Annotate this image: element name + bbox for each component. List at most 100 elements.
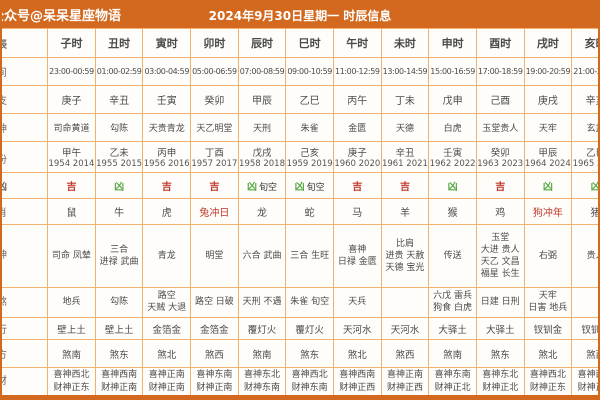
luck-extra: 旬空 xyxy=(259,183,278,193)
years-cell-酉时: 癸卯 1963 2023 xyxy=(475,141,525,173)
year-ganzhi: 乙未 xyxy=(109,148,129,159)
hour-cell-巳时: 巳时 xyxy=(285,28,334,58)
caishen-direction: 财神正东 xyxy=(577,383,600,393)
years-cell-亥时: 乙巳1965 2025 xyxy=(571,141,600,173)
lucky-god-line: 天乙 文昌 xyxy=(480,257,520,267)
xicai-cell-巳时: 喜神西北 财神东南 xyxy=(285,367,334,397)
wuxing-cell-午时: 天河水 xyxy=(332,317,382,340)
caishen-direction: 财神东南 xyxy=(244,383,281,393)
wuxing-cell-未时: 天河水 xyxy=(380,317,430,340)
xishen-direction: 喜神东南 xyxy=(434,370,471,381)
wuxing-cell-巳时: 覆灯火 xyxy=(285,317,334,340)
row-label-text: 生肖 xyxy=(0,204,7,219)
luck-extra: 旬空 xyxy=(306,183,325,193)
years-cell-巳时: 己亥 1959 2019 xyxy=(285,141,334,173)
evil-god-line: 日害 地兵 xyxy=(528,302,568,313)
jishen-cell-丑时: 三合 进禄 武曲 xyxy=(94,224,144,288)
xiongsha-cell-丑时: 勾陈 xyxy=(94,287,144,318)
year-ganzhi: 丙申 xyxy=(157,148,177,159)
time-cell-辰时: 07:00-08:59 xyxy=(237,57,287,86)
ganzhi-cell-卯时: 癸卯 xyxy=(190,85,239,114)
luck-value: 凶 xyxy=(114,182,125,193)
row-label-text: 吉凶 xyxy=(0,178,7,193)
xiongsha-cell-酉时: 日建 日刑 xyxy=(475,287,525,318)
year-numbers: 1963 2023 xyxy=(477,159,524,169)
xiongsha-cell-子时: 地兵 xyxy=(47,287,96,318)
year-ganzhi: 甲午 xyxy=(61,148,81,159)
animal-name: 鸡 xyxy=(495,208,506,219)
jishen-cell-亥时: 贵人 xyxy=(571,224,600,288)
animal-cell-卯时: 兔冲日 xyxy=(190,198,239,225)
luck-cell-亥时: 凶 xyxy=(571,172,600,199)
luck-cell-卯时: 吉 xyxy=(190,172,239,199)
animal-name: 猪 xyxy=(590,208,600,219)
luck-value: 凶 xyxy=(590,182,600,193)
luck-value: 吉 xyxy=(161,182,172,193)
xiongsha-cell-亥时 xyxy=(571,287,600,318)
animal-clash-flag: 冲年 xyxy=(542,208,563,219)
zhishen-cell-寅时: 天贵青龙 xyxy=(142,113,192,142)
jishen-cell-酉时: 玉堂 大进 贵人 天乙 文昌 福星 长生 xyxy=(475,224,525,288)
header-bar: 公众号@呆呆星座物语 2024年9月30日星期一 时辰信息 xyxy=(0,0,600,28)
luck-value: 凶 xyxy=(247,182,258,193)
zhishen-cell-戌时: 天牢 xyxy=(523,113,573,142)
year-numbers: 1960 2020 xyxy=(334,159,381,169)
lucky-god-line: 右弼 xyxy=(538,250,557,261)
animal-cell-未时: 羊 xyxy=(380,198,430,225)
year-ganzhi: 壬寅 xyxy=(443,148,463,159)
year-numbers: 1956 2016 xyxy=(143,159,190,169)
animal-name: 牛 xyxy=(114,208,125,219)
years-cell-子时: 甲午 1954 2014 xyxy=(47,141,96,173)
caishen-direction: 财神正北 xyxy=(434,383,471,393)
luck-cell-辰时: 凶旬空 xyxy=(237,172,287,199)
zhishen-cell-丑时: 勾陈 xyxy=(94,113,144,142)
animal-cell-申时: 猴 xyxy=(428,198,477,225)
lucky-god-line: 三合 生旺 xyxy=(290,250,330,261)
zhishen-cell-申时: 白虎 xyxy=(428,113,477,142)
hour-cell-丑时: 丑时 xyxy=(94,28,144,58)
hour-cell-戌时: 戌时 xyxy=(523,28,573,58)
sha-cell-寅时: 煞北 xyxy=(142,339,192,368)
time-cell-申时: 15:00-16:59 xyxy=(428,57,477,86)
ganzhi-cell-子时: 庚子 xyxy=(47,85,96,114)
hour-cell-酉时: 酉时 xyxy=(475,28,525,58)
ganzhi-cell-辰时: 甲辰 xyxy=(237,85,287,114)
lucky-god-line: 福星 长生 xyxy=(480,269,520,280)
xishen-direction: 喜神东北 xyxy=(482,370,519,381)
xiongsha-cell-卯时: 路空 日破 xyxy=(190,287,239,318)
time-cell-丑时: 01:00-02:59 xyxy=(94,57,144,86)
xishen-direction: 喜神西北 xyxy=(291,370,328,381)
year-numbers: 1954 2014 xyxy=(48,159,95,169)
wuxing-cell-卯时: 金箔金 xyxy=(190,317,239,340)
row-hour: 时辰 子时丑时寅时卯时辰时巳时午时未时申时酉时戌时亥时 xyxy=(0,28,600,58)
sha-cell-申时: 煞南 xyxy=(428,339,477,368)
jishen-cell-寅时: 青龙 xyxy=(142,224,192,288)
animal-cell-午时: 马 xyxy=(332,198,382,225)
jishen-cell-辰时: 六合 武曲 xyxy=(237,224,287,288)
xicai-cell-申时: 喜神东南 财神正北 xyxy=(428,367,477,397)
year-numbers: 1955 2015 xyxy=(96,159,143,169)
animal-cell-子时: 鼠 xyxy=(47,198,96,225)
wuxing-cell-戌时: 钗钏金 xyxy=(523,317,573,340)
xiongsha-cell-戌时: 天牢 日害 地兵 xyxy=(523,287,573,318)
year-ganzhi: 癸卯 xyxy=(490,148,510,159)
xicai-cell-戌时: 喜神西北 财神正东 xyxy=(523,367,573,397)
lucky-god-line: 明堂 xyxy=(205,250,224,261)
years-cell-辰时: 戊戌 1958 2018 xyxy=(237,141,287,173)
row-label-sha: 煞方 xyxy=(0,339,49,368)
ganzhi-cell-巳时: 乙巳 xyxy=(285,85,334,114)
sha-cell-辰时: 煞南 xyxy=(237,339,287,368)
caishen-direction: 财神正东 xyxy=(53,383,90,393)
xicai-cell-酉时: 喜神东北 财神正北 xyxy=(475,367,525,397)
row-label-xicai: 喜财 xyxy=(0,367,49,397)
xishen-direction: 喜神东南 xyxy=(196,370,233,381)
years-cell-申时: 壬寅 1962 2022 xyxy=(428,141,477,173)
sha-cell-巳时: 煞东 xyxy=(285,339,334,368)
luck-cell-申时: 凶 xyxy=(428,172,477,199)
wuxing-cell-丑时: 壁上土 xyxy=(94,317,144,340)
xicai-cell-子时: 喜神西北 财神正东 xyxy=(47,367,96,397)
evil-god-line: 六戊 雷兵 xyxy=(433,290,473,301)
years-cell-戌时: 甲辰 1964 2024 xyxy=(523,141,573,173)
row-label-ganzhi: 干支 xyxy=(0,85,49,114)
